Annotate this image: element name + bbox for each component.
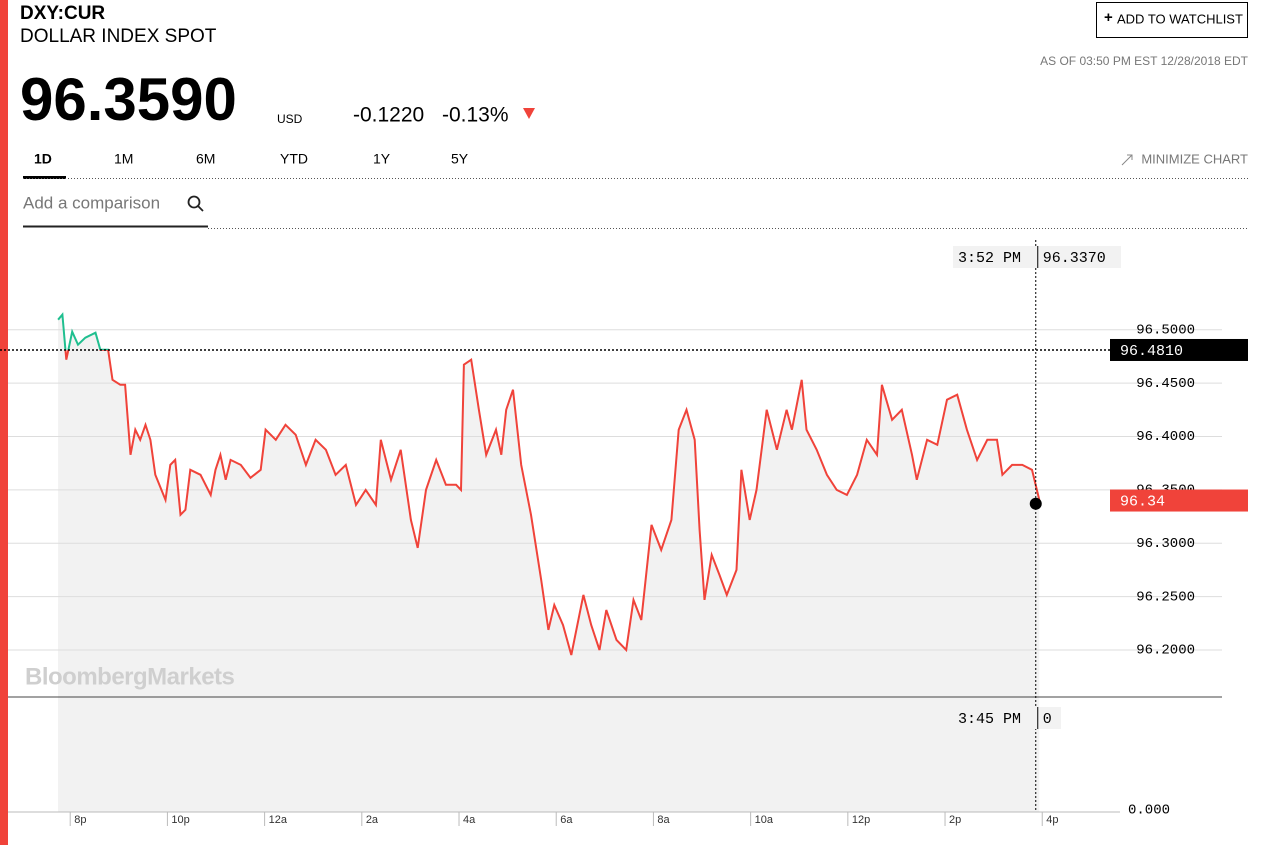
x-tick-label: 2p: [949, 814, 961, 826]
change-pct: -0.13%: [442, 104, 509, 127]
plus-icon: +: [1104, 9, 1113, 26]
x-tick-label: 6a: [560, 814, 573, 826]
minimize-chart[interactable]: MINIMIZE CHART: [1141, 151, 1248, 166]
tab-bar: 1D 1M 6M YTD 1Y 5Y: [23, 151, 469, 179]
previous-close-label: 96.4810: [1120, 343, 1183, 360]
y-tick-label: 96.3000: [1136, 536, 1195, 552]
tab[interactable]: 1M: [114, 151, 133, 167]
search-icon[interactable]: [187, 195, 201, 209]
last-price-label: 96.34: [1120, 494, 1165, 511]
y-tick-label: 96.5000: [1136, 322, 1195, 338]
tab[interactable]: 6M: [196, 151, 215, 167]
x-tick-label: 8p: [74, 814, 86, 826]
y-tick-label: 96.4500: [1136, 376, 1195, 392]
search-icon-handle: [197, 205, 204, 212]
minimize-icon: [1121, 154, 1133, 166]
crosshair-dot: [1029, 497, 1042, 510]
down-arrow: [523, 108, 535, 119]
accent-bar: [0, 0, 8, 845]
x-tick-label: 10a: [755, 814, 774, 826]
previous-close-box: [1110, 338, 1248, 361]
change: -0.1220: [353, 104, 424, 127]
watermark: BloombergMarkets: [25, 663, 235, 690]
tab[interactable]: 1D: [34, 151, 52, 167]
watchlist-label[interactable]: ADD TO WATCHLIST: [1117, 11, 1243, 26]
volume-crosshair-box: [953, 707, 1061, 729]
y-tick-label: 96.4000: [1136, 429, 1195, 445]
crosshair-time: 3:52 PM: [958, 250, 1021, 267]
last-price-box: [1110, 489, 1248, 512]
x-tick-label: 8a: [657, 814, 670, 826]
price-line: [64, 349, 1041, 656]
tab[interactable]: YTD: [280, 151, 308, 167]
x-tick-label: 12p: [852, 814, 870, 826]
volume-crosshair-value: 0: [1043, 711, 1052, 728]
symbol: DXY:CUR: [20, 3, 105, 24]
crosshair-box: [953, 246, 1121, 268]
as-of: AS OF 03:50 PM EST 12/28/2018 EDT: [1040, 54, 1249, 68]
watchlist-button[interactable]: [1096, 2, 1248, 38]
crosshair-price: 96.3370: [1043, 250, 1106, 267]
volume-tick-label: 0.000: [1128, 803, 1170, 819]
x-tick-label: 12a: [269, 814, 288, 826]
price: 96.3590: [20, 66, 237, 133]
x-tick-label: 10p: [171, 814, 189, 826]
x-tick-label: 4a: [463, 814, 476, 826]
comparison-input[interactable]: Add a comparison: [23, 193, 160, 212]
tab[interactable]: 1Y: [373, 151, 391, 167]
currency: USD: [277, 112, 303, 126]
x-tick-label: 4p: [1046, 814, 1058, 826]
x-tick-label: 2a: [366, 814, 379, 826]
volume-crosshair-time: 3:45 PM: [958, 711, 1021, 728]
y-tick-label: 96.2000: [1136, 643, 1195, 659]
name: DOLLAR INDEX SPOT: [20, 26, 217, 47]
area: [58, 314, 1040, 812]
tab-underline: [23, 176, 66, 179]
tab[interactable]: 5Y: [451, 151, 469, 167]
y-tick-label: 96.2500: [1136, 589, 1195, 605]
